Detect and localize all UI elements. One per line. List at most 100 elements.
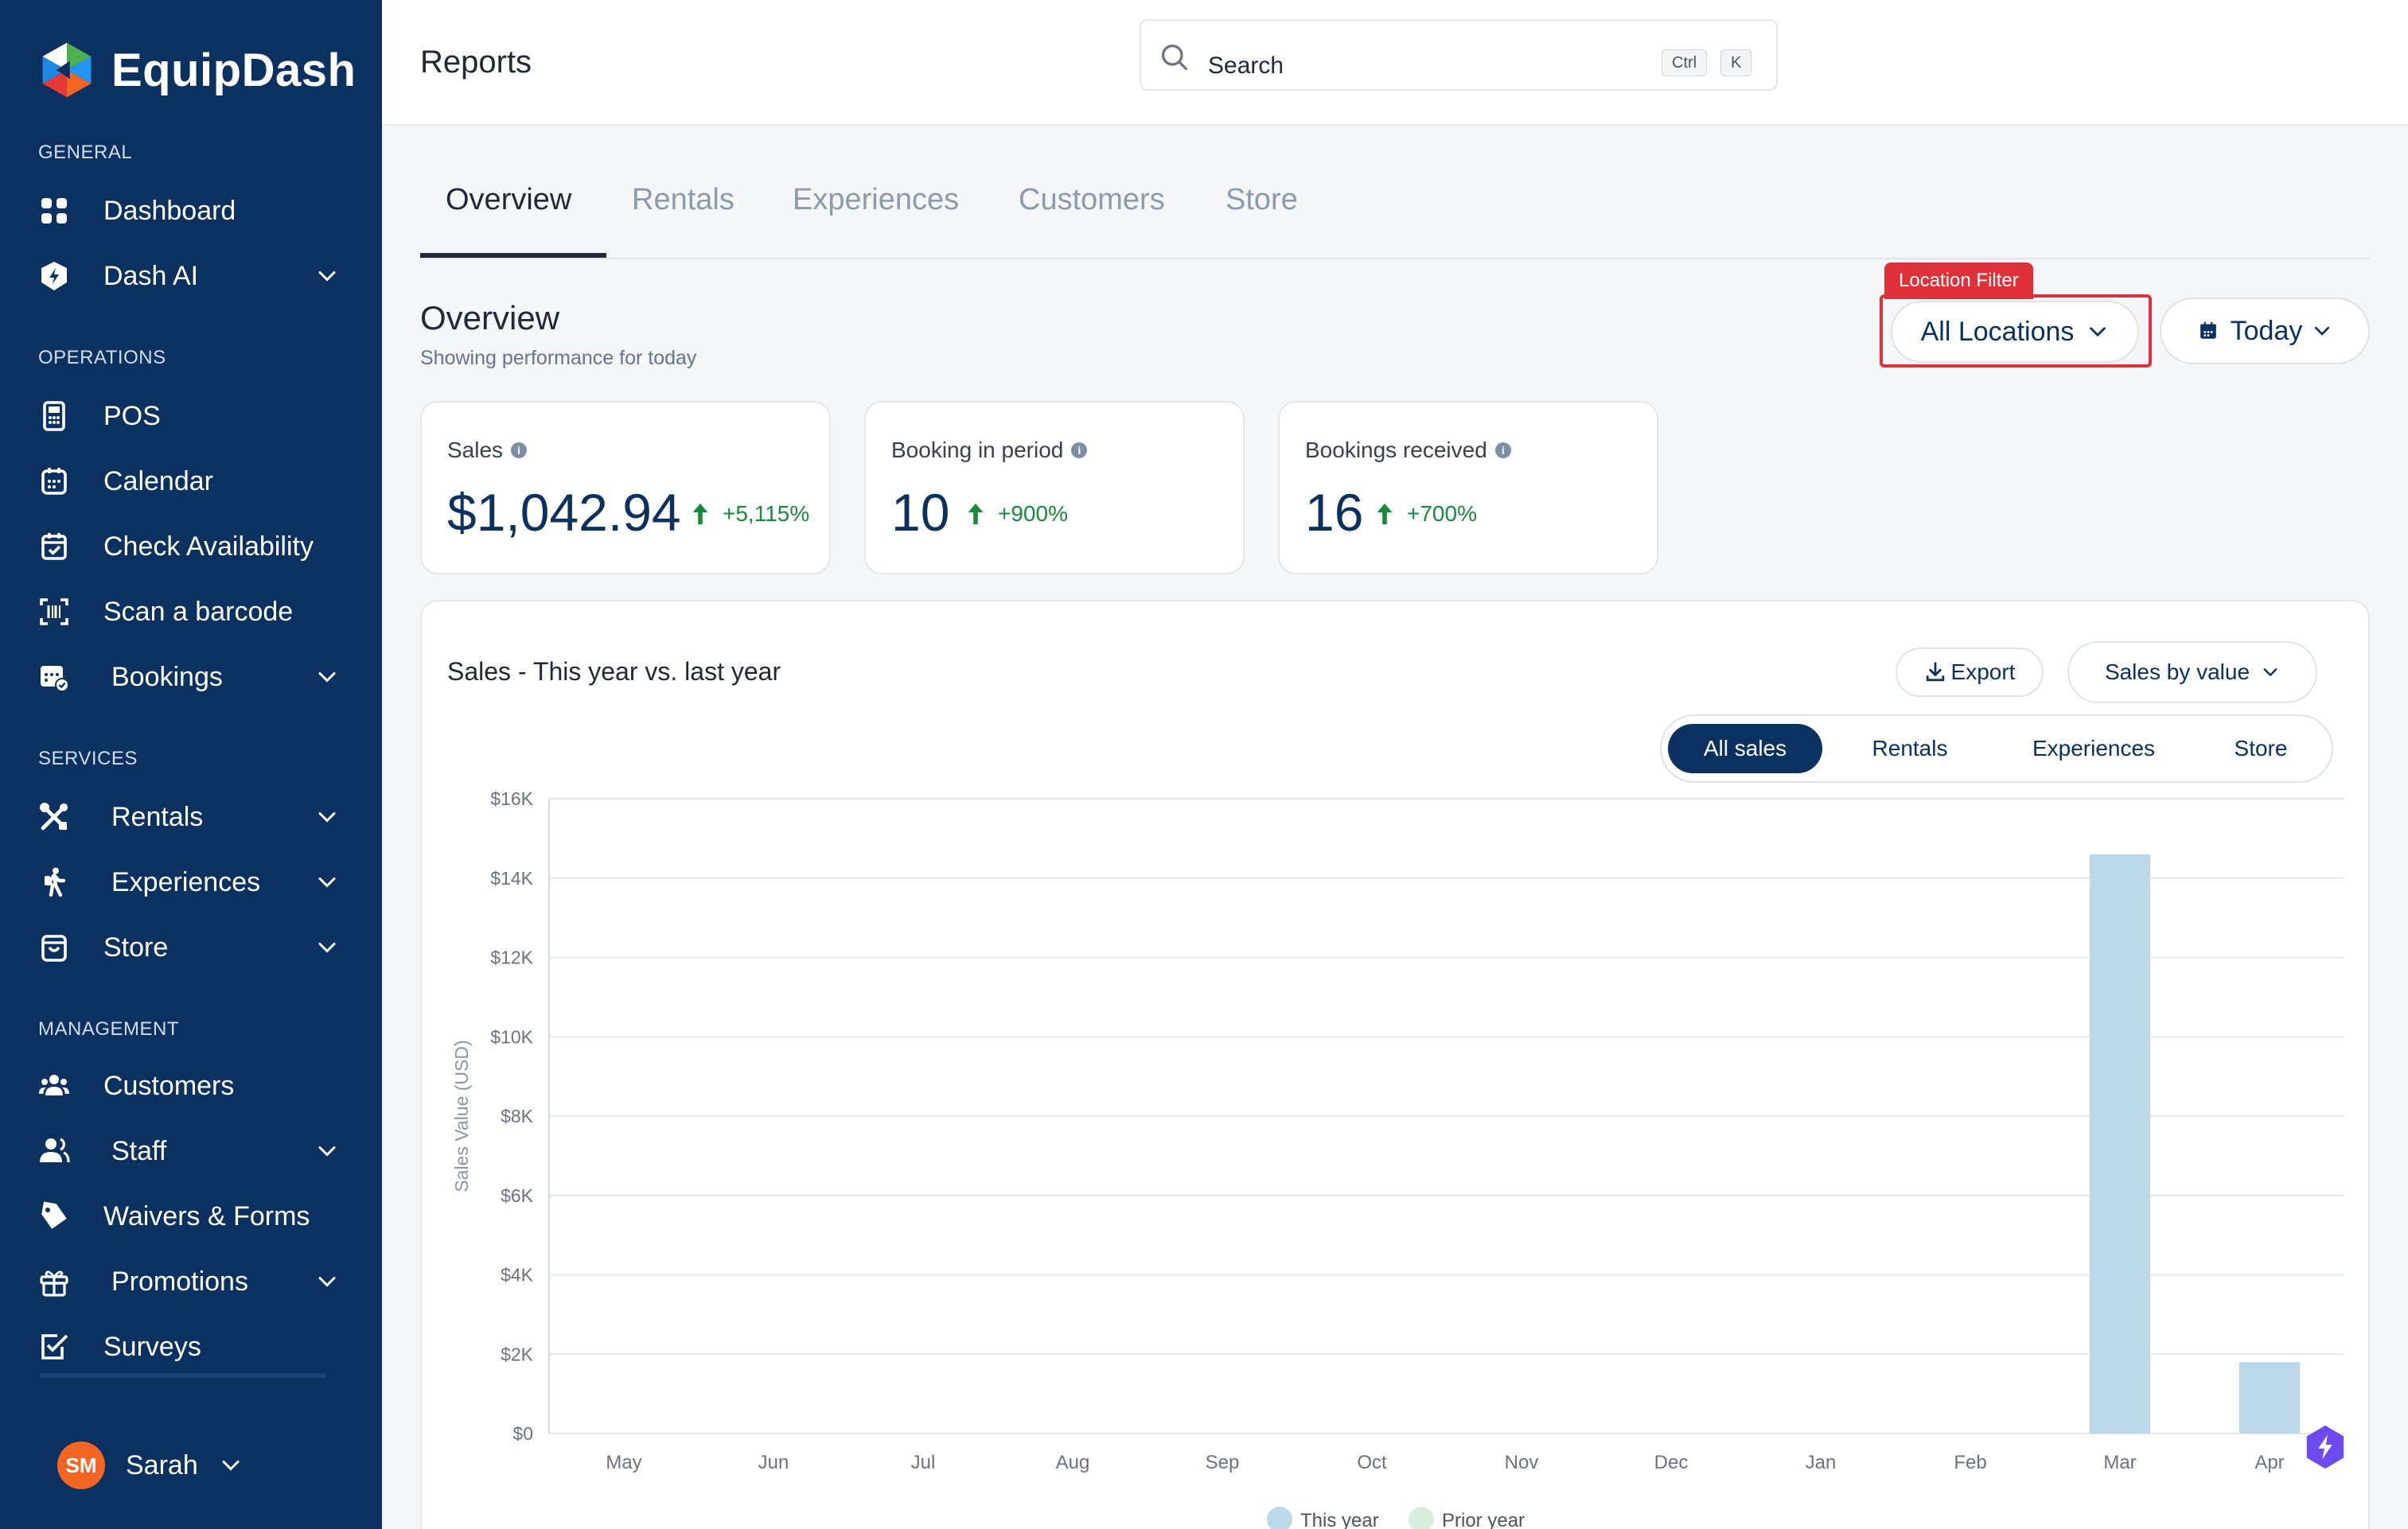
- sidebar-item-label: Surveys: [103, 1331, 201, 1362]
- sidebar-item-customers[interactable]: Customers: [37, 1058, 339, 1114]
- stat-value: 10: [891, 483, 950, 542]
- segment-all-sales[interactable]: All sales: [1668, 724, 1822, 773]
- sidebar-item-label: Dashboard: [103, 195, 236, 226]
- gift-icon: [37, 1264, 72, 1299]
- sidebar-item-experiences[interactable]: Experiences: [37, 854, 339, 910]
- sidebar-item-check-availability[interactable]: Check Availability: [37, 519, 339, 574]
- section-operations: OPERATIONS: [38, 347, 166, 368]
- stat-label-text: Bookings received: [1305, 438, 1487, 462]
- sidebar-item-waivers[interactable]: Waivers & Forms: [37, 1189, 339, 1244]
- sidebar-item-label: Staff: [111, 1135, 167, 1166]
- x-tick-label: Feb: [1954, 1452, 1986, 1473]
- user-menu[interactable]: SM Sarah: [57, 1441, 243, 1489]
- pos-terminal-icon: [37, 399, 72, 434]
- sidebar-item-label: Dash AI: [103, 260, 199, 291]
- info-icon[interactable]: i: [511, 442, 528, 458]
- section-services: SERVICES: [38, 748, 138, 769]
- page-title: Reports: [420, 45, 532, 80]
- chevron-down-icon[interactable]: [315, 870, 339, 894]
- sales-chart-panel: Sales - This year vs. last year Export S…: [420, 600, 2370, 1529]
- tab-store[interactable]: Store: [1225, 183, 1298, 216]
- stat-delta-value: +900%: [998, 501, 1068, 526]
- y-tick-label: $10K: [490, 1026, 533, 1047]
- stat-delta-value: +700%: [1407, 501, 1477, 526]
- sidebar-item-store[interactable]: Store: [37, 920, 339, 975]
- sidebar-item-label: Store: [103, 932, 169, 963]
- chevron-down-icon[interactable]: [315, 805, 339, 829]
- users-group-icon: [37, 1068, 72, 1103]
- segment-rentals[interactable]: Rentals: [1872, 736, 1948, 761]
- lightning-assistant-icon[interactable]: [2305, 1424, 2346, 1470]
- stat-label-text: Booking in period: [891, 438, 1064, 462]
- x-tick-label: May: [606, 1452, 641, 1473]
- segment-experiences[interactable]: Experiences: [2032, 736, 2156, 761]
- info-icon[interactable]: i: [1071, 442, 1088, 458]
- stat-value: $1,042.94: [447, 483, 681, 542]
- export-label: Export: [1950, 659, 2016, 684]
- x-tick-label: Mar: [2103, 1452, 2136, 1473]
- legend-prior-year-label[interactable]: Prior year: [1442, 1510, 1525, 1529]
- tab-overview[interactable]: Overview: [446, 183, 572, 216]
- x-tick-label: Dec: [1654, 1452, 1689, 1473]
- sidebar-item-label: Bookings: [111, 661, 223, 692]
- legend-prior-year-swatch[interactable]: [1409, 1507, 1434, 1529]
- x-tick-label: Jan: [1806, 1452, 1837, 1473]
- shopping-bag-icon: [37, 930, 72, 965]
- arrow-up-icon: [968, 503, 984, 525]
- sidebar-item-dashboard[interactable]: Dashboard: [37, 183, 339, 239]
- sidebar-item-promotions[interactable]: Promotions: [37, 1254, 339, 1309]
- bar-apr-this-year[interactable]: [2239, 1362, 2300, 1434]
- info-icon[interactable]: i: [1494, 442, 1511, 458]
- chevron-down-icon[interactable]: [315, 1270, 339, 1294]
- chevron-down-icon[interactable]: [315, 264, 339, 288]
- tab-rentals[interactable]: Rentals: [632, 183, 734, 216]
- sidebar-item-label: Waivers & Forms: [103, 1200, 310, 1231]
- x-tick-label: Jul: [911, 1452, 936, 1473]
- sidebar-item-surveys[interactable]: Surveys: [37, 1319, 339, 1375]
- sidebar-scrollbar[interactable]: [40, 1373, 326, 1378]
- section-title: Overview: [420, 299, 560, 337]
- sidebar-item-calendar[interactable]: Calendar: [37, 453, 339, 509]
- sales-bar-chart: $0 $2K $4K $6K $8K $10K $12K $14K $16K Sales Valu…: [451, 788, 2344, 1529]
- sidebar-item-scan-barcode[interactable]: Scan a barcode: [37, 584, 339, 640]
- location-filter-dropdown[interactable]: All Locations: [1891, 301, 2139, 363]
- metric-dropdown[interactable]: Sales by value: [2067, 641, 2317, 703]
- sidebar-item-rentals[interactable]: Rentals: [37, 789, 339, 845]
- section-management: MANAGEMENT: [38, 1018, 180, 1040]
- brand-name: EquipDash: [111, 44, 357, 96]
- calendar-icon: [2200, 321, 2216, 339]
- segment-store[interactable]: Store: [2234, 736, 2288, 761]
- tab-customers[interactable]: Customers: [1019, 183, 1165, 216]
- bar-mar-this-year[interactable]: [2090, 854, 2150, 1434]
- chevron-down-icon: [2263, 668, 2277, 677]
- sidebar-item-dash-ai[interactable]: Dash AI: [37, 248, 339, 304]
- export-button[interactable]: Export: [1896, 648, 2044, 697]
- legend-this-year-label[interactable]: This year: [1300, 1510, 1379, 1529]
- y-tick-label: $14K: [490, 868, 533, 889]
- legend-this-year-swatch[interactable]: [1267, 1507, 1292, 1529]
- bookings-calendar-icon: [37, 659, 72, 694]
- x-tick-label: Jun: [758, 1452, 789, 1473]
- sidebar-item-label: Calendar: [103, 465, 213, 496]
- calendar-icon: [37, 464, 72, 499]
- chevron-down-icon[interactable]: [315, 665, 339, 689]
- sidebar-item-bookings[interactable]: Bookings: [37, 649, 339, 705]
- metric-dropdown-value: Sales by value: [2104, 659, 2250, 684]
- sidebar-item-staff[interactable]: Staff: [37, 1123, 339, 1179]
- sidebar-item-label: POS: [103, 400, 161, 431]
- x-tick-label: Apr: [2254, 1452, 2284, 1473]
- stat-label: Booking in period i: [891, 438, 1088, 463]
- x-tick-label: Nov: [1505, 1452, 1539, 1473]
- hiker-icon: [37, 865, 72, 900]
- arrow-up-icon: [1377, 503, 1393, 525]
- brand-logo[interactable]: EquipDash: [37, 40, 356, 100]
- sidebar-item-label: Customers: [103, 1070, 235, 1101]
- tab-experiences[interactable]: Experiences: [793, 183, 960, 216]
- chevron-down-icon[interactable]: [315, 936, 339, 959]
- sidebar-item-pos[interactable]: POS: [37, 388, 339, 444]
- equipdash-logo-icon: [42, 42, 92, 98]
- chevron-down-icon[interactable]: [315, 1139, 339, 1163]
- chevron-down-icon: [2315, 326, 2330, 336]
- date-range-dropdown[interactable]: Today: [2160, 298, 2370, 364]
- search-input[interactable]: Search Ctrl K: [1140, 19, 1778, 91]
